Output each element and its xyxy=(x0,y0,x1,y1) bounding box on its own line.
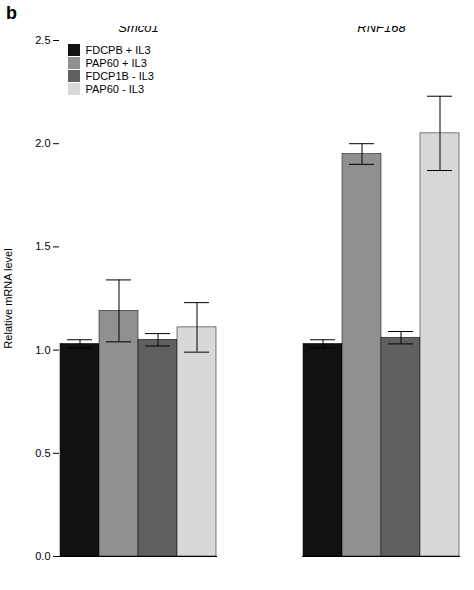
svg-text:0.5: 0.5 xyxy=(35,447,50,459)
svg-text:0.0: 0.0 xyxy=(35,550,50,562)
html-text:PAP60 - IL3: PAP60 - IL3 xyxy=(85,83,144,95)
html-text:b: b xyxy=(6,3,17,23)
html-text:PAP60 + IL3: PAP60 + IL3 xyxy=(85,57,147,69)
html-text:FDCPB + IL3: FDCPB + IL3 xyxy=(85,44,151,56)
svg-text:Smco1: Smco1 xyxy=(118,26,158,35)
svg-text:RNF168: RNF168 xyxy=(357,26,406,35)
svg-text:2.0: 2.0 xyxy=(35,137,50,149)
html-text:FDCP1B - IL3: FDCP1B - IL3 xyxy=(85,70,154,82)
svg-text:2.5: 2.5 xyxy=(35,34,50,46)
svg-text:1.5: 1.5 xyxy=(35,240,50,252)
svg-text:Relative mRNA level: Relative mRNA level xyxy=(2,248,14,348)
svg-text:1.0: 1.0 xyxy=(35,344,50,356)
